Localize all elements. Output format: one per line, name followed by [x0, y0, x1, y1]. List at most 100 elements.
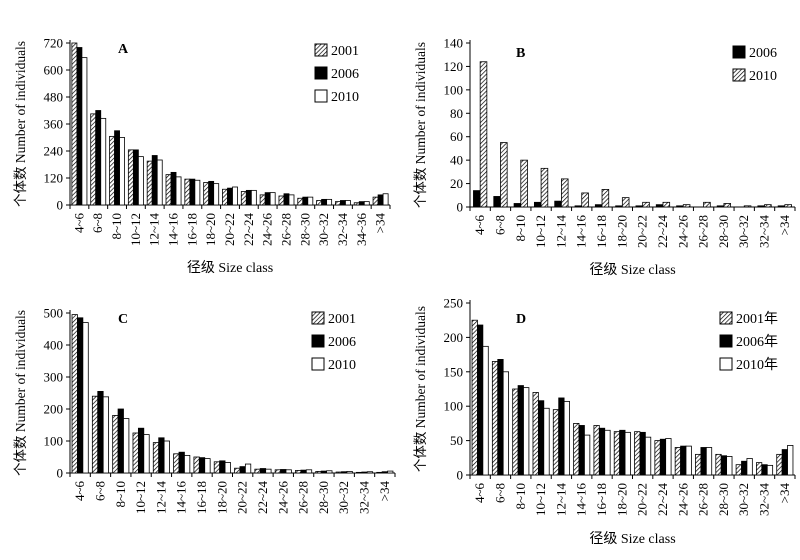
bar-hatch-1 — [491, 361, 499, 476]
legend-label: 2010 — [328, 358, 356, 373]
y-tick-label: 720 — [44, 36, 64, 51]
bar-hatch-14 — [756, 462, 763, 476]
bar-solid-12 — [320, 470, 328, 474]
x-tick-label: 6~8 — [492, 215, 507, 235]
x-tick-label: 28~30 — [316, 481, 331, 514]
bar-open-15 — [363, 201, 370, 206]
bar-hatch-6 — [593, 425, 600, 476]
legend-label: 2006 — [328, 335, 356, 350]
bar-solid-5 — [170, 171, 177, 206]
bar-solid-6 — [598, 427, 606, 476]
bar-open-10 — [285, 469, 292, 474]
bar-open-14 — [366, 471, 374, 474]
bar-hatch-1 — [90, 113, 97, 206]
bar-open-6 — [194, 179, 201, 206]
bar-solid-13 — [341, 471, 348, 474]
y-tick-label: 300 — [44, 370, 64, 385]
bar-solid-0 — [477, 324, 484, 476]
x-tick-label: 4~6 — [472, 483, 487, 504]
legend-swatch — [732, 45, 746, 59]
legend-swatch — [311, 334, 325, 348]
bar-hatch-14 — [356, 471, 363, 474]
bar-open-3 — [143, 434, 150, 474]
y-axis-title: 个体数 Number of individuals — [413, 42, 428, 208]
bar-open-10 — [269, 192, 276, 206]
bar-solid-9 — [659, 438, 667, 476]
bar-hatch-8 — [642, 201, 650, 208]
bar-hatch-2 — [520, 159, 528, 208]
y-tick-label: 200 — [44, 402, 64, 417]
bar-solid-1 — [97, 390, 104, 474]
bar-hatch-3 — [532, 392, 539, 476]
bar-hatch-5 — [573, 422, 580, 476]
bar-hatch-15 — [353, 202, 360, 206]
x-tick-label: 30~32 — [736, 483, 751, 516]
bar-solid-0 — [77, 317, 84, 474]
x-tick-label: 26~28 — [278, 213, 293, 246]
x-tick-label: 30~32 — [736, 215, 751, 248]
x-tick-label: 18~20 — [214, 481, 229, 514]
x-tick-label: 4~6 — [472, 215, 487, 236]
bar-solid-16 — [377, 194, 384, 206]
x-tick-label: 8~10 — [109, 213, 124, 240]
bar-open-16 — [382, 193, 389, 206]
bar-hatch-0 — [71, 42, 78, 206]
bar-solid-1 — [493, 196, 501, 208]
x-tick-label: 12~14 — [147, 213, 162, 247]
bar-hatch-11 — [695, 453, 702, 476]
x-tick-label: 14~16 — [166, 213, 181, 247]
panel-b-chart: 0 20 40 60 80 100 120 140 4~6 6~8 8~10 10~12 12~14 14… — [413, 36, 796, 278]
bar-solid-7 — [219, 460, 226, 474]
bar-open-5 — [184, 454, 191, 474]
x-tick-label: 16~18 — [194, 481, 209, 514]
x-tick-label: 6~8 — [92, 481, 107, 501]
bar-solid-8 — [639, 431, 646, 476]
x-tick-label: 10~12 — [128, 213, 143, 246]
x-tick-label: 22~24 — [655, 215, 670, 249]
x-tick-label: 32~34 — [757, 483, 772, 517]
x-tick-label: 4~6 — [72, 481, 87, 502]
bar-solid-8 — [239, 466, 246, 474]
bar-solid-10 — [264, 192, 271, 206]
y-axis-title: 个体数 Number of individuals — [13, 41, 28, 207]
x-tick-label: 12~14 — [553, 215, 568, 249]
bar-solid-14 — [361, 471, 368, 474]
x-tick-label: 20~22 — [635, 483, 650, 516]
bar-hatch-13 — [735, 464, 742, 476]
bar-solid-7 — [615, 205, 623, 208]
bar-hatch-4 — [152, 442, 160, 474]
bar-solid-4 — [554, 200, 562, 208]
y-tick-label: 20 — [450, 176, 463, 191]
x-tick-label: 10~12 — [133, 481, 148, 514]
bar-hatch-12 — [297, 197, 304, 206]
y-tick-label: 0 — [57, 198, 64, 213]
bar-open-4 — [163, 440, 170, 474]
y-tick-label: 50 — [450, 433, 463, 448]
bar-open-7 — [624, 431, 631, 476]
bar-hatch-11 — [278, 195, 285, 206]
bar-open-2 — [523, 387, 530, 476]
bar-solid-3 — [533, 201, 542, 208]
bar-open-0 — [82, 322, 89, 474]
bar-hatch-5 — [581, 192, 589, 208]
x-tick-label: 32~34 — [357, 481, 372, 515]
y-tick-label: 0 — [457, 468, 464, 483]
bar-hatch-2 — [112, 414, 119, 474]
bar-solid-6 — [594, 204, 603, 208]
panel-letter: A — [118, 42, 129, 57]
bar-solid-10 — [680, 445, 687, 476]
bar-solid-7 — [619, 429, 626, 476]
bar-open-14 — [345, 200, 351, 206]
bar-hatch-9 — [240, 191, 247, 206]
bar-hatch-5 — [165, 174, 172, 206]
legend-label: 2006年 — [736, 334, 778, 350]
y-tick-label: 100 — [444, 399, 464, 414]
y-tick-label: 120 — [44, 171, 64, 186]
x-axis-title: 径级 Size class — [589, 262, 675, 278]
bar-open-15 — [787, 445, 794, 476]
bar-hatch-10 — [682, 204, 691, 208]
bar-hatch-9 — [254, 468, 261, 474]
bar-solid-15 — [358, 201, 365, 206]
bar-hatch-10 — [259, 194, 266, 206]
